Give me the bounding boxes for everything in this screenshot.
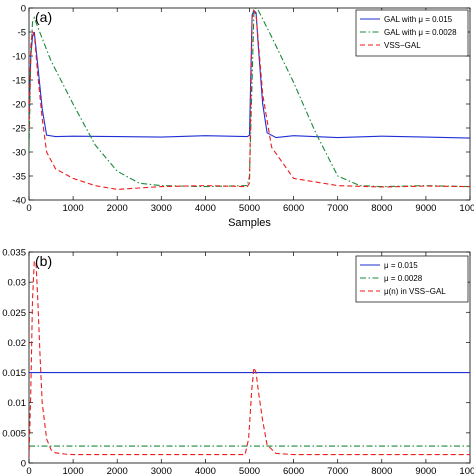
panel-b: 0 1000 2000 3000 4000 5000 6000 7000 8000 9000 100…: [2, 248, 474, 474]
x-tick-label: 2000: [107, 466, 128, 474]
x-tick-label: 7000: [327, 203, 348, 214]
x-tick-label: 8000: [371, 203, 392, 214]
x-tick-label: 5000: [239, 203, 260, 214]
series-line-a-3: [29, 8, 470, 190]
x-tick-label: 4000: [195, 203, 216, 214]
series-line-a-1: [29, 9, 470, 139]
legend-label: μ(n) in VSS−GAL: [384, 287, 446, 296]
y-tick-label: -20: [12, 100, 26, 111]
x-tick-label: 6000: [283, 203, 304, 214]
x-tick-label: 7000: [327, 466, 348, 474]
y-tick-label: -25: [12, 124, 26, 135]
y-tick-label: 0.025: [2, 308, 26, 319]
y-tick-label: 0.035: [2, 248, 26, 259]
x-tick-label: 0: [26, 466, 31, 474]
legend-label: VSS−GAL: [384, 41, 421, 50]
y-tick-label: -35: [12, 172, 26, 183]
y-tick-label: 0.01: [8, 398, 27, 409]
x-tick-label: 4000: [195, 466, 216, 474]
y-tick-label: -15: [12, 76, 26, 87]
x-tick-label: 1000: [63, 466, 84, 474]
legend-label: μ = 0.015: [384, 261, 418, 270]
x-tick-label: 9000: [415, 203, 436, 214]
y-tick-label: 0.005: [2, 428, 26, 439]
y-tick-label: 0.03: [8, 278, 27, 289]
y-tick-label: 0: [21, 459, 26, 470]
legend-label: GAL with μ = 0.015: [384, 15, 453, 24]
x-tick-label: 5000: [239, 466, 260, 474]
x-tick-label: 1000: [63, 203, 84, 214]
x-tick-label: 3000: [151, 466, 172, 474]
y-tick-label: 0: [21, 4, 26, 15]
x-axis-title-a: Samples: [228, 217, 271, 229]
series-line-a-2: [29, 8, 470, 188]
y-tick-label: -10: [12, 52, 26, 63]
x-tick-label: 2000: [107, 203, 128, 214]
x-tick-label: 3000: [151, 203, 172, 214]
x-tick-label: 8000: [371, 466, 392, 474]
legend-box: [355, 255, 469, 303]
legend-label: μ = 0.0028: [384, 274, 423, 283]
series-line-b-3: [29, 259, 470, 459]
x-tick-label: 9000: [415, 466, 436, 474]
legend-label: GAL with μ = 0.0028: [384, 28, 457, 37]
y-tick-label: -30: [12, 148, 26, 159]
y-tick-label: 0.02: [8, 338, 27, 349]
x-tick-label: 1000: [459, 466, 474, 474]
panel-label-a: (a): [35, 9, 52, 25]
y-tick-label: -40: [12, 196, 26, 207]
x-tick-label: 1000: [459, 203, 474, 214]
legend-a: GAL with μ = 0.015 GAL with μ = 0.0028 VSS…: [355, 9, 469, 57]
y-tick-label: 0.015: [2, 368, 26, 379]
y-tick-label: -5: [18, 28, 26, 39]
x-tick-label: 6000: [283, 466, 304, 474]
panel-label-b: (b): [35, 253, 52, 269]
x-tick-label: 0: [26, 203, 31, 214]
panel-a: 0 1000 2000 3000 4000 5000 6000 7000 8000 9000 100…: [12, 4, 474, 230]
legend-b: μ = 0.015 μ = 0.0028 μ(n) in VSS−GAL: [355, 255, 469, 303]
legend-box: [355, 9, 469, 57]
